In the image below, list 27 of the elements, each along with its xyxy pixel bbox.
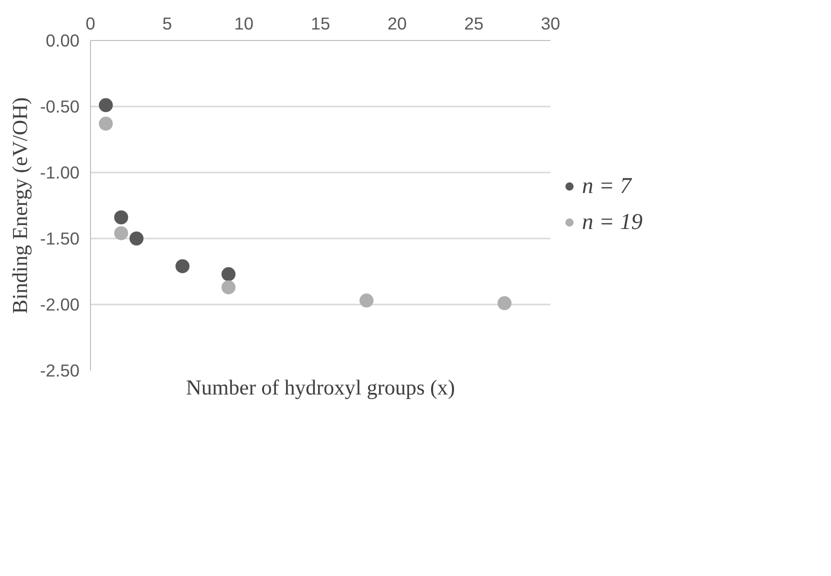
y-tick-label: -1.50 <box>40 228 80 248</box>
x-tick-label: 0 <box>86 14 96 34</box>
x-tick-label: 10 <box>234 14 254 34</box>
y-tick-label: -2.00 <box>40 294 80 314</box>
y-axis-title: Binding Energy (eV/OH) <box>8 97 32 314</box>
point <box>114 226 128 240</box>
x-tick-label: 20 <box>388 14 407 34</box>
x-tick-label: 15 <box>310 14 330 34</box>
point <box>222 280 236 294</box>
legend-label: n = 7 <box>582 173 632 199</box>
x-axis-title: Number of hydroxyl groups (x) <box>186 376 455 400</box>
point <box>360 294 374 308</box>
y-tick-label: 0.00 <box>46 30 80 50</box>
x-tick-label: 30 <box>540 14 560 34</box>
point <box>176 259 190 274</box>
point <box>114 210 128 224</box>
point <box>222 267 236 282</box>
y-tick-label: -0.50 <box>40 96 80 116</box>
x-tick-label: 25 <box>464 14 484 34</box>
point <box>498 296 512 310</box>
point <box>130 232 144 246</box>
x-tick-label: 5 <box>162 14 172 34</box>
point <box>98 98 113 112</box>
y-tick-label: -2.50 <box>40 360 80 380</box>
legend-label: n = 19 <box>582 209 643 235</box>
y-tick-label: -1.00 <box>40 162 80 182</box>
point <box>98 116 113 131</box>
